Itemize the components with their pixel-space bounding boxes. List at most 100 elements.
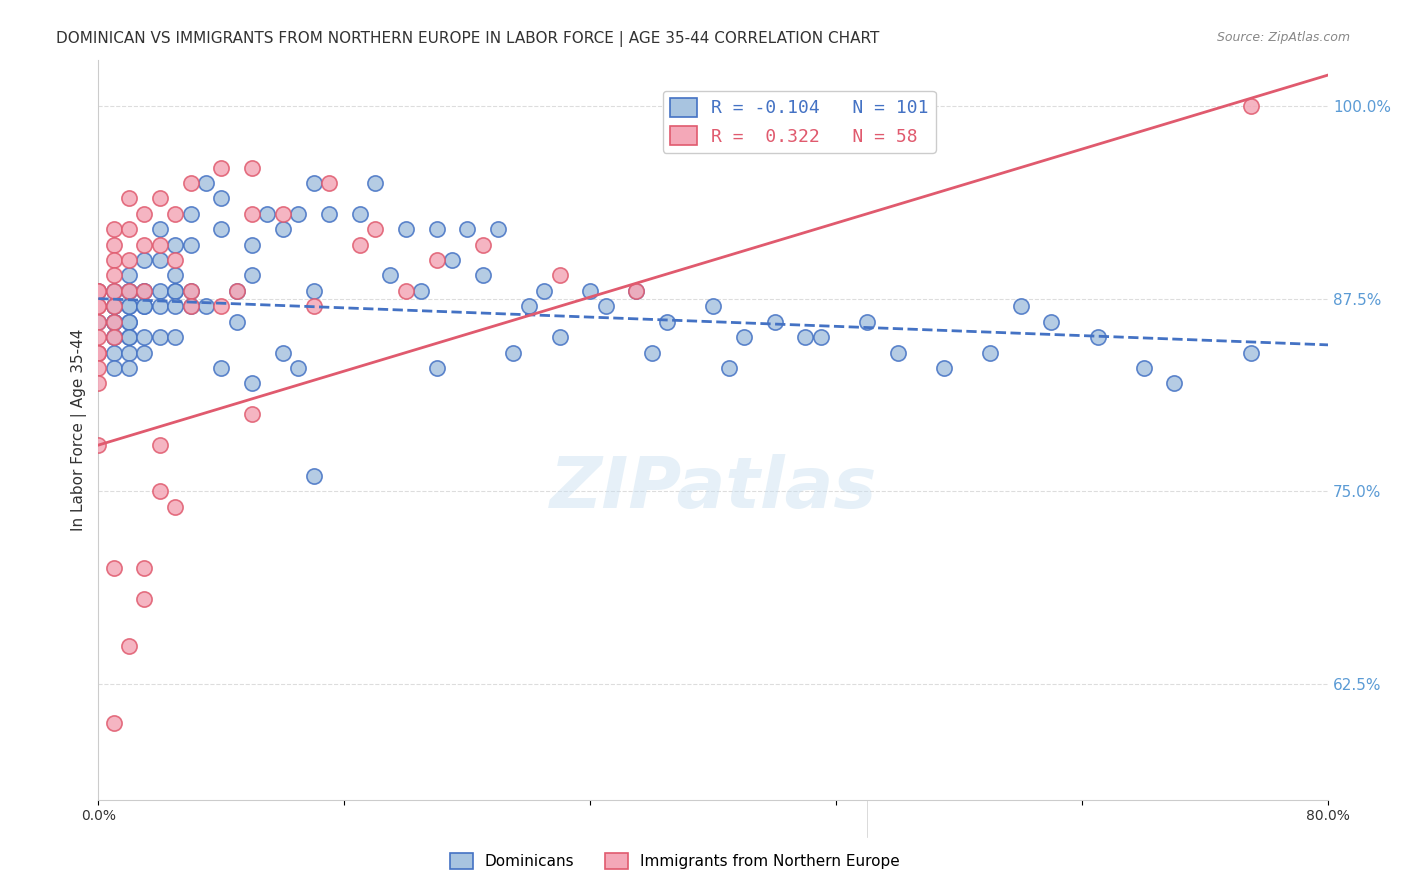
Point bbox=[103, 237, 125, 252]
Point bbox=[149, 253, 172, 268]
Point bbox=[103, 715, 125, 730]
Point bbox=[103, 315, 125, 329]
Point bbox=[118, 361, 141, 376]
Point bbox=[626, 284, 648, 298]
Point bbox=[1163, 376, 1185, 391]
Point bbox=[134, 284, 156, 298]
Point bbox=[349, 207, 371, 221]
Point bbox=[318, 207, 340, 221]
Y-axis label: In Labor Force | Age 35-44: In Labor Force | Age 35-44 bbox=[72, 328, 87, 531]
Point bbox=[134, 284, 156, 298]
Point bbox=[103, 315, 125, 329]
Point bbox=[165, 207, 187, 221]
Point bbox=[103, 345, 125, 359]
Point bbox=[103, 222, 125, 236]
Point bbox=[471, 237, 494, 252]
Point bbox=[118, 268, 141, 283]
Point bbox=[87, 299, 110, 313]
Point bbox=[856, 315, 879, 329]
Point bbox=[240, 376, 263, 391]
Point bbox=[794, 330, 817, 344]
Point bbox=[118, 284, 141, 298]
Point bbox=[103, 315, 125, 329]
Point bbox=[103, 330, 125, 344]
Point bbox=[87, 299, 110, 313]
Point bbox=[240, 161, 263, 175]
Point bbox=[118, 191, 141, 205]
Point bbox=[425, 253, 447, 268]
Point bbox=[180, 284, 202, 298]
Point bbox=[240, 207, 263, 221]
Point bbox=[180, 299, 202, 313]
Text: ZIPatlas: ZIPatlas bbox=[550, 454, 877, 524]
Point bbox=[134, 299, 156, 313]
Point bbox=[1132, 361, 1154, 376]
Point bbox=[165, 268, 187, 283]
Legend: Dominicans, Immigrants from Northern Europe: Dominicans, Immigrants from Northern Eur… bbox=[444, 847, 905, 875]
Point bbox=[134, 284, 156, 298]
Point bbox=[87, 438, 110, 452]
Point bbox=[103, 268, 125, 283]
Point bbox=[271, 345, 294, 359]
Point bbox=[118, 253, 141, 268]
Point bbox=[225, 284, 247, 298]
Point bbox=[641, 345, 664, 359]
Point bbox=[103, 315, 125, 329]
Point bbox=[440, 253, 463, 268]
Point bbox=[134, 299, 156, 313]
Point bbox=[165, 253, 187, 268]
Point bbox=[533, 284, 555, 298]
Point bbox=[979, 345, 1001, 359]
Point bbox=[180, 284, 202, 298]
Point bbox=[118, 222, 141, 236]
Point bbox=[209, 222, 232, 236]
Point bbox=[1010, 299, 1032, 313]
Point bbox=[134, 345, 156, 359]
Point bbox=[165, 237, 187, 252]
Point bbox=[471, 268, 494, 283]
Point bbox=[103, 330, 125, 344]
Point bbox=[456, 222, 478, 236]
Point bbox=[103, 361, 125, 376]
Point bbox=[87, 376, 110, 391]
Point bbox=[1087, 330, 1109, 344]
Point bbox=[149, 484, 172, 499]
Point bbox=[134, 592, 156, 607]
Point bbox=[165, 284, 187, 298]
Point bbox=[118, 299, 141, 313]
Point bbox=[1240, 345, 1263, 359]
Point bbox=[134, 237, 156, 252]
Point bbox=[595, 299, 617, 313]
Point bbox=[149, 299, 172, 313]
Text: Source: ZipAtlas.com: Source: ZipAtlas.com bbox=[1216, 31, 1350, 45]
Point bbox=[271, 207, 294, 221]
Point bbox=[87, 345, 110, 359]
Point bbox=[1240, 99, 1263, 113]
Point bbox=[134, 207, 156, 221]
Point bbox=[1040, 315, 1063, 329]
Point bbox=[103, 284, 125, 298]
Point bbox=[118, 284, 141, 298]
Point bbox=[149, 438, 172, 452]
Point bbox=[180, 207, 202, 221]
Point bbox=[209, 161, 232, 175]
Point bbox=[103, 299, 125, 313]
Legend: R = -0.104   N = 101, R =  0.322   N = 58: R = -0.104 N = 101, R = 0.322 N = 58 bbox=[662, 91, 936, 153]
Point bbox=[932, 361, 955, 376]
Point bbox=[103, 284, 125, 298]
Point bbox=[733, 330, 755, 344]
Point bbox=[225, 315, 247, 329]
Point bbox=[103, 299, 125, 313]
Point bbox=[134, 330, 156, 344]
Point bbox=[395, 222, 418, 236]
Point bbox=[318, 176, 340, 190]
Point bbox=[87, 284, 110, 298]
Point bbox=[118, 315, 141, 329]
Point bbox=[271, 222, 294, 236]
Point bbox=[194, 299, 217, 313]
Point bbox=[118, 284, 141, 298]
Point bbox=[502, 345, 524, 359]
Point bbox=[240, 268, 263, 283]
Point bbox=[240, 407, 263, 421]
Point bbox=[149, 222, 172, 236]
